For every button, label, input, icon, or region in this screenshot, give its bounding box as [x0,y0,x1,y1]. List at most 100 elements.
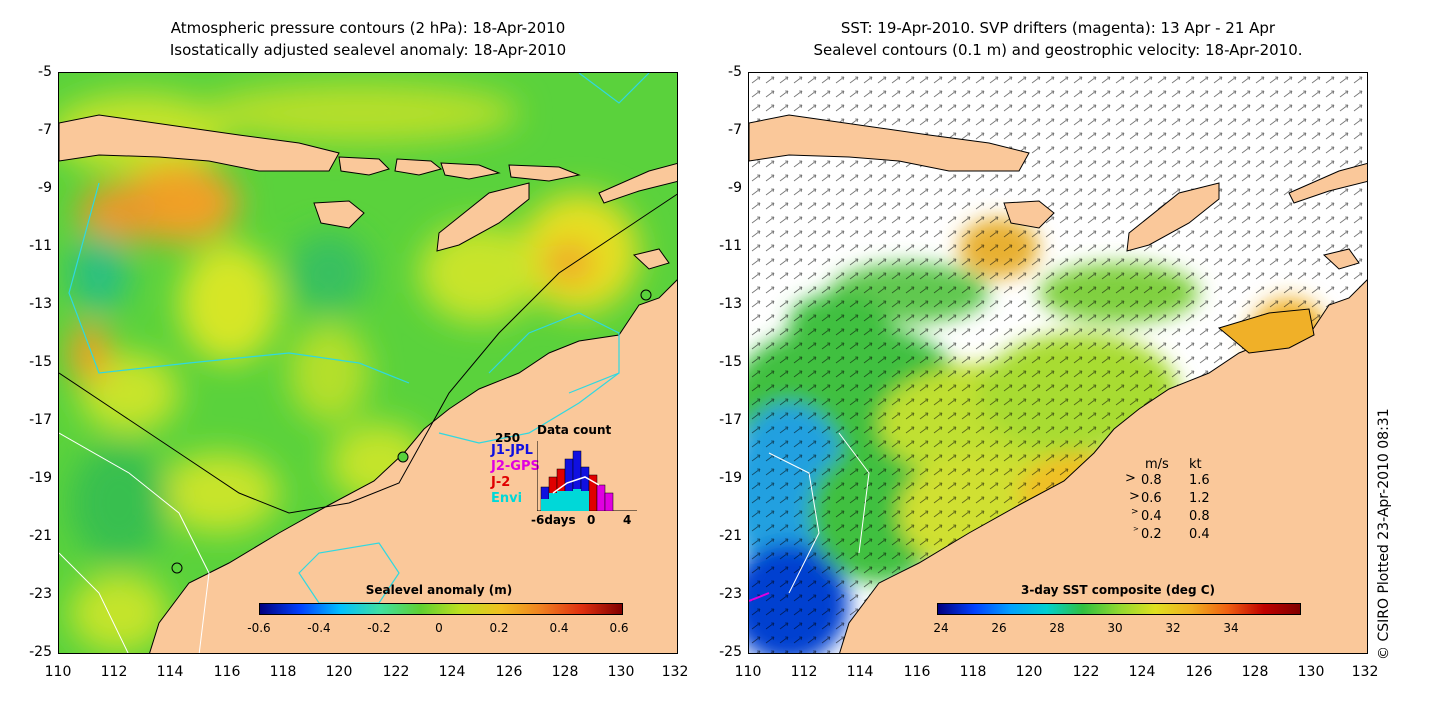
right-x-tick: 114 [846,664,874,680]
right-x-tick: 122 [1072,664,1100,680]
left-title-line1: Atmospheric pressure contours (2 hPa): 1… [170,19,566,37]
velocity-header-kt: kt [1189,457,1202,472]
sealevel-anomaly-map [59,73,677,653]
data-count-ymax: 250 [495,431,521,445]
right-y-tick: -17 [719,412,742,428]
data-count-inset: Data count 250 J1-JPL J2-GPS J-2 Envi -6 [491,423,677,533]
left-cbar-tick: 0.2 [489,621,509,635]
left-colorbar [259,603,623,615]
velocity-row-ms: 0.6 [1141,491,1162,506]
left-x-tick: 132 [661,664,689,680]
tide-gauge-marker [397,451,409,463]
left-cbar-tick: -0.2 [367,621,391,635]
velocity-row-kt: 1.2 [1189,491,1210,506]
land-australia [149,279,677,653]
tide-gauge-marker [640,289,652,301]
velocity-arrow-icon: > [1125,471,1136,486]
right-map: m/s kt > 0.8 1.6 > 0.6 1.2 > 0.4 0.8 > 0… [748,72,1368,654]
velocity-header-ms: m/s [1145,457,1169,472]
left-y-tick: -13 [29,296,52,312]
data-count-xlabel-right: 4 [623,513,632,527]
right-y-tick: -13 [719,296,742,312]
right-cbar-tick: 28 [1049,621,1065,635]
right-cbar-tick: 34 [1223,621,1239,635]
left-x-tick: 130 [607,664,635,680]
left-y-tick: -5 [38,64,52,80]
right-y-tick: -15 [719,354,742,370]
data-count-title: Data count [537,423,612,437]
left-map: Data count 250 J1-JPL J2-GPS J-2 Envi -6 [58,72,678,654]
right-x-tick: 112 [790,664,818,680]
right-title-line1: SST: 19-Apr-2010. SVP drifters (magenta)… [840,19,1276,37]
right-cbar-tick: 30 [1107,621,1123,635]
right-y-tick: -11 [719,238,742,254]
left-y-tick: -23 [29,586,52,602]
right-cbar-tick: 32 [1165,621,1181,635]
left-y-tick: -11 [29,238,52,254]
land-islands [59,114,677,270]
svp-drifter-track [749,592,770,602]
velocity-arrow-icon: > [1131,507,1139,517]
source-j1-jpl: J1-JPL [491,443,533,458]
right-y-tick: -21 [719,528,742,544]
left-y-tick: -17 [29,412,52,428]
right-y-tick: -25 [719,644,742,660]
right-cbar-tick: 26 [991,621,1007,635]
white-contours [59,432,210,653]
source-j-2: J-2 [491,475,511,490]
right-x-tick: 120 [1015,664,1043,680]
left-title-line2: Isostatically adjusted sealevel anomaly:… [169,41,567,59]
left-y-tick: -19 [29,470,52,486]
velocity-row-ms: 0.4 [1141,509,1162,524]
anomaly-field [59,83,639,653]
right-y-tick: -7 [728,122,742,138]
left-cbar-tick: -0.4 [307,621,331,635]
right-x-tick: 118 [959,664,987,680]
right-title-line2: Sealevel contours (0.1 m) and geostrophi… [813,41,1303,59]
source-j2-gps: J2-GPS [491,459,540,474]
left-y-tick: -15 [29,354,52,370]
left-x-tick: 112 [100,664,128,680]
left-y-tick: -21 [29,528,52,544]
right-x-tick: 124 [1128,664,1156,680]
sealevel-contours [768,432,870,594]
right-x-tick: 132 [1351,664,1379,680]
left-y-tick: -25 [29,644,52,660]
left-x-tick: 114 [156,664,184,680]
left-x-tick: 118 [269,664,297,680]
right-x-tick: 116 [903,664,931,680]
velocity-arrow-icon: > [1129,489,1140,504]
left-x-tick: 124 [438,664,466,680]
northwest-cape-land [1217,308,1315,354]
right-colorbar [937,603,1301,615]
right-colorbar-title: 3-day SST composite (deg C) [1020,583,1216,597]
left-x-tick: 116 [213,664,241,680]
left-cbar-tick: -0.6 [247,621,271,635]
left-x-tick: 110 [44,664,72,680]
source-envi: Envi [491,491,523,506]
left-cbar-tick: 0 [435,621,443,635]
velocity-row-ms: 0.2 [1141,527,1162,542]
right-y-tick: -19 [719,470,742,486]
sst-map [749,73,1367,653]
left-x-tick: 120 [325,664,353,680]
left-cbar-tick: 0.6 [609,621,629,635]
right-x-tick: 128 [1241,664,1269,680]
data-count-bars [537,441,637,511]
right-cbar-tick: 24 [933,621,949,635]
right-x-tick: 130 [1297,664,1325,680]
land-islands [749,114,1367,270]
right-x-tick: 110 [734,664,762,680]
left-y-tick: -9 [38,180,52,196]
velocity-arrow-icon: > [1133,525,1139,533]
left-x-tick: 122 [382,664,410,680]
velocity-row-kt: 0.8 [1189,509,1210,524]
left-colorbar-title: Sealevel anomaly (m) [365,583,513,597]
left-x-tick: 128 [551,664,579,680]
velocity-legend: m/s kt > 0.8 1.6 > 0.6 1.2 > 0.4 0.8 > 0… [1125,457,1235,543]
velocity-row-kt: 0.4 [1189,527,1210,542]
right-y-tick: -9 [728,180,742,196]
right-y-tick: -23 [719,586,742,602]
left-cbar-tick: 0.4 [549,621,569,635]
right-y-tick: -5 [728,64,742,80]
